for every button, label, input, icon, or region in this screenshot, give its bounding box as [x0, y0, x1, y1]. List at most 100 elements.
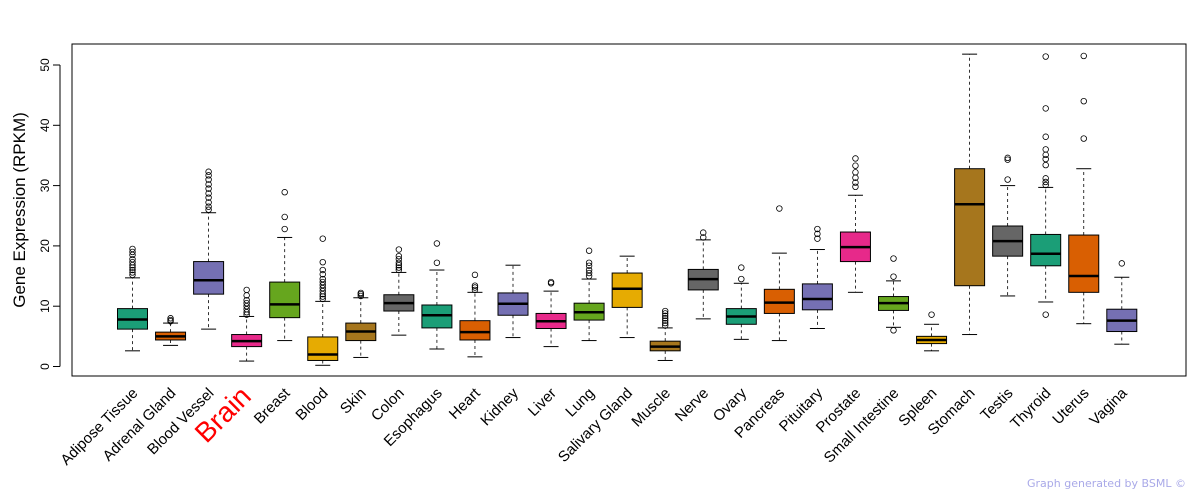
iqr-box — [801, 283, 833, 311]
iqr-box — [269, 281, 301, 319]
outlier-point — [281, 213, 288, 221]
outlier-point — [585, 262, 593, 269]
iqr-box — [193, 261, 225, 295]
outlier-point — [662, 312, 669, 320]
outlier-point — [433, 240, 441, 247]
outlier-point — [700, 234, 707, 241]
y-axis: 0 10 20 30 40 50 — [38, 58, 61, 370]
outlier-point — [776, 205, 783, 212]
outlier-point — [357, 292, 364, 300]
x-tick-label: Blood — [292, 385, 331, 424]
outlier-point — [1042, 133, 1049, 140]
y-tick-label: 40 — [38, 118, 52, 132]
iqr-box — [1068, 234, 1100, 293]
outlier-point — [395, 266, 403, 274]
outlier-point — [205, 194, 212, 201]
x-tick-label: Liver — [525, 385, 560, 420]
outlier-point — [1042, 178, 1049, 186]
outlier-point — [852, 179, 859, 186]
box-esophagus — [421, 240, 453, 350]
outlier-point — [662, 319, 669, 327]
outlier-point — [585, 247, 593, 254]
outlier-point — [471, 286, 479, 294]
outlier-point — [1042, 175, 1049, 182]
outlier-point — [129, 271, 136, 279]
outlier-point — [1042, 161, 1049, 169]
outlier-point — [281, 189, 288, 196]
outlier-point — [814, 235, 821, 242]
box-testis — [992, 154, 1024, 297]
outlier-point — [205, 172, 212, 179]
iqr-box — [611, 272, 643, 308]
outlier-point — [243, 303, 250, 310]
outlier-point — [205, 206, 212, 213]
outlier-point — [1080, 52, 1087, 60]
plot-frame — [71, 43, 1187, 377]
outlier-point — [205, 168, 212, 175]
outlier-point — [319, 290, 326, 298]
outlier-point — [319, 281, 326, 289]
outlier-point — [662, 317, 669, 324]
box-nerve — [687, 229, 719, 320]
box-blood — [307, 235, 339, 366]
outlier-point — [243, 306, 250, 313]
outlier-point — [1080, 135, 1087, 142]
box-salivary-gland — [611, 255, 643, 339]
box-brain — [231, 286, 263, 362]
outlier-point — [205, 190, 212, 197]
y-tick-label: 20 — [38, 239, 52, 253]
x-tick-label: Uterus — [1049, 385, 1092, 428]
outlier-point — [319, 284, 326, 292]
outlier-point — [852, 162, 859, 169]
x-tick-label: Skin — [337, 385, 370, 418]
box-pancreas — [763, 205, 795, 342]
outlier-point — [890, 273, 897, 280]
box-adrenal-gland — [155, 315, 187, 346]
box-adipose-tissue — [117, 245, 148, 352]
outlier-point — [585, 266, 593, 274]
outlier-point — [205, 185, 212, 192]
outlier-point — [129, 261, 136, 269]
outlier-point — [319, 258, 326, 266]
outlier-point — [395, 246, 403, 253]
outlier-point — [319, 271, 326, 278]
outlier-point — [662, 315, 669, 322]
outlier-point — [1042, 155, 1049, 163]
y-tick-label: 30 — [38, 179, 52, 193]
box-liver — [535, 278, 567, 348]
box-colon — [383, 246, 415, 336]
x-tick-label: Thyroid — [1007, 385, 1054, 432]
outlier-point — [319, 266, 326, 274]
box-stomach — [954, 53, 986, 336]
outlier-point — [662, 322, 669, 329]
outlier-point — [471, 282, 479, 289]
outlier-point — [738, 264, 745, 271]
outlier-point — [243, 286, 250, 294]
outlier-point — [1004, 176, 1011, 183]
box-heart — [459, 271, 491, 358]
x-tick-label: Kidney — [477, 384, 522, 429]
outlier-point — [129, 248, 136, 256]
box-small-intestine — [878, 255, 909, 334]
outlier-point — [129, 258, 136, 266]
outlier-point — [1118, 260, 1125, 267]
outlier-point — [1042, 311, 1049, 318]
outlier-point — [890, 255, 897, 262]
y-tick-label: 0 — [38, 363, 52, 370]
box-muscle — [649, 307, 681, 361]
x-tick-label: Muscle — [628, 385, 674, 431]
box-breast — [269, 189, 301, 342]
outlier-point — [585, 272, 593, 280]
box-pituitary — [801, 225, 833, 330]
box-lung — [573, 247, 605, 342]
outlier-point — [890, 327, 897, 334]
outlier-point — [395, 261, 403, 269]
outlier-point — [433, 259, 441, 266]
y-tick-label: 50 — [38, 58, 52, 72]
outlier-point — [319, 278, 326, 286]
outlier-point — [243, 309, 250, 316]
outlier-point — [662, 310, 669, 317]
x-tick-label: Vagina — [1086, 384, 1131, 429]
outlier-point — [928, 311, 935, 318]
box-thyroid — [1030, 53, 1062, 318]
